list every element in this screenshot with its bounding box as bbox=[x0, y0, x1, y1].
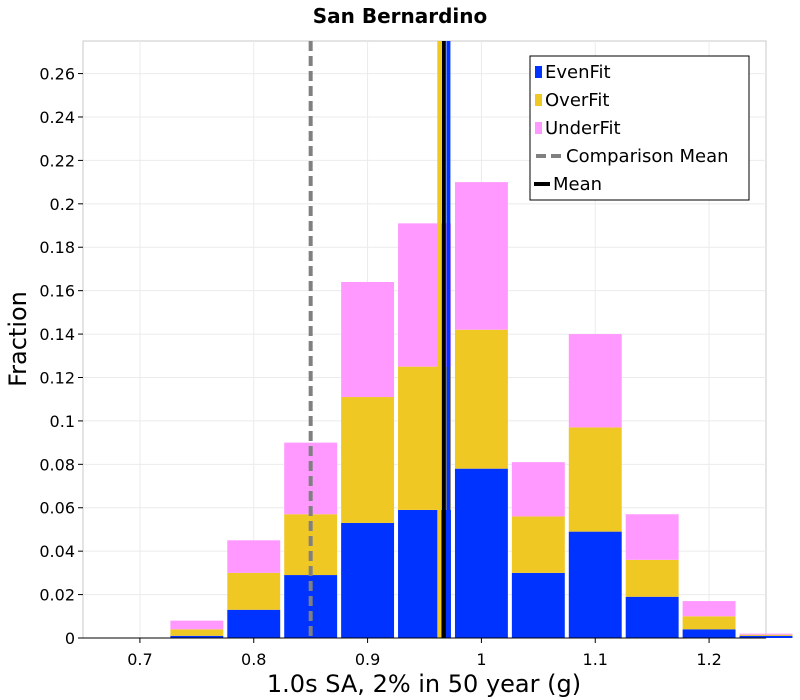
bar-evenfit bbox=[568, 531, 622, 638]
y-tick-label: 0.24 bbox=[39, 108, 75, 127]
bar-overfit bbox=[511, 516, 565, 573]
legend: EvenFit OverFit UnderFit Comparison Mean Mea… bbox=[529, 55, 750, 201]
legend-label-mean: Mean bbox=[553, 174, 602, 195]
y-tick-label: 0.02 bbox=[39, 586, 75, 605]
legend-label-evenfit: EvenFit bbox=[545, 62, 611, 83]
bar-evenfit bbox=[227, 609, 281, 638]
bar-evenfit bbox=[682, 629, 736, 638]
bar-overfit bbox=[170, 629, 224, 636]
bar-underfit bbox=[739, 633, 793, 635]
bar-evenfit bbox=[170, 635, 224, 638]
bar-evenfit bbox=[454, 468, 508, 638]
bar-underfit bbox=[170, 620, 224, 630]
y-tick-label: 0.16 bbox=[39, 282, 75, 301]
vertical-lines bbox=[308, 41, 451, 638]
bar-underfit bbox=[511, 462, 565, 517]
y-tick-label: 0.14 bbox=[39, 325, 75, 344]
bar-underfit bbox=[227, 540, 281, 573]
legend-label-underfit: UnderFit bbox=[545, 118, 621, 139]
bar-overfit bbox=[454, 329, 508, 469]
bar-overfit bbox=[568, 427, 622, 532]
y-tick-label: 0.26 bbox=[39, 65, 75, 84]
x-tick-label: 0.9 bbox=[355, 650, 380, 669]
bar-overfit bbox=[341, 397, 395, 523]
x-tick-label: 0.7 bbox=[127, 650, 152, 669]
y-tick-label: 0.22 bbox=[39, 151, 75, 170]
bar-underfit bbox=[568, 334, 622, 428]
bar-evenfit bbox=[739, 635, 793, 638]
y-tick-label: 0.2 bbox=[50, 195, 75, 214]
x-axis-ticks: 0.7 0.8 0.9 1 1.1 1.2 bbox=[127, 638, 722, 669]
y-tick-label: 0.04 bbox=[39, 542, 75, 561]
legend-swatch-overfit bbox=[535, 94, 542, 106]
bar-overfit bbox=[625, 559, 679, 597]
bar-underfit bbox=[454, 182, 508, 330]
x-axis-label: 1.0s SA, 2% in 50 year (g) bbox=[267, 670, 581, 698]
y-tick-label: 0.18 bbox=[39, 238, 75, 257]
legend-box bbox=[529, 55, 750, 201]
x-tick-label: 1.2 bbox=[696, 650, 721, 669]
bar-underfit bbox=[625, 514, 679, 560]
y-tick-label: 0.08 bbox=[39, 455, 75, 474]
y-tick-label: 0.12 bbox=[39, 368, 75, 387]
bar-overfit bbox=[682, 616, 736, 630]
bar-overfit bbox=[739, 634, 793, 636]
y-tick-label: 0 bbox=[65, 629, 75, 648]
bar-underfit bbox=[682, 601, 736, 617]
legend-label-overfit: OverFit bbox=[545, 90, 609, 111]
bar-underfit bbox=[341, 281, 395, 398]
x-tick-label: 0.8 bbox=[241, 650, 266, 669]
y-tick-label: 0.1 bbox=[50, 412, 75, 431]
chart-title: San Bernardino bbox=[313, 4, 488, 28]
bar-evenfit bbox=[625, 596, 679, 638]
x-tick-label: 1 bbox=[476, 650, 486, 669]
legend-swatch-evenfit bbox=[535, 66, 542, 78]
bar-evenfit bbox=[511, 572, 565, 638]
y-axis-ticks: 0 0.02 0.04 0.06 0.08 0.1 0.12 0.14 0.16 0.18 0.2 0… bbox=[39, 65, 83, 648]
y-tick-label: 0.06 bbox=[39, 499, 75, 518]
y-axis-label: Fraction bbox=[4, 291, 32, 387]
legend-swatch-underfit bbox=[535, 122, 542, 134]
x-tick-label: 1.1 bbox=[583, 650, 608, 669]
bar-overfit bbox=[227, 572, 281, 610]
bar-evenfit bbox=[341, 522, 395, 638]
legend-label-comparison-mean: Comparison Mean bbox=[566, 146, 729, 167]
